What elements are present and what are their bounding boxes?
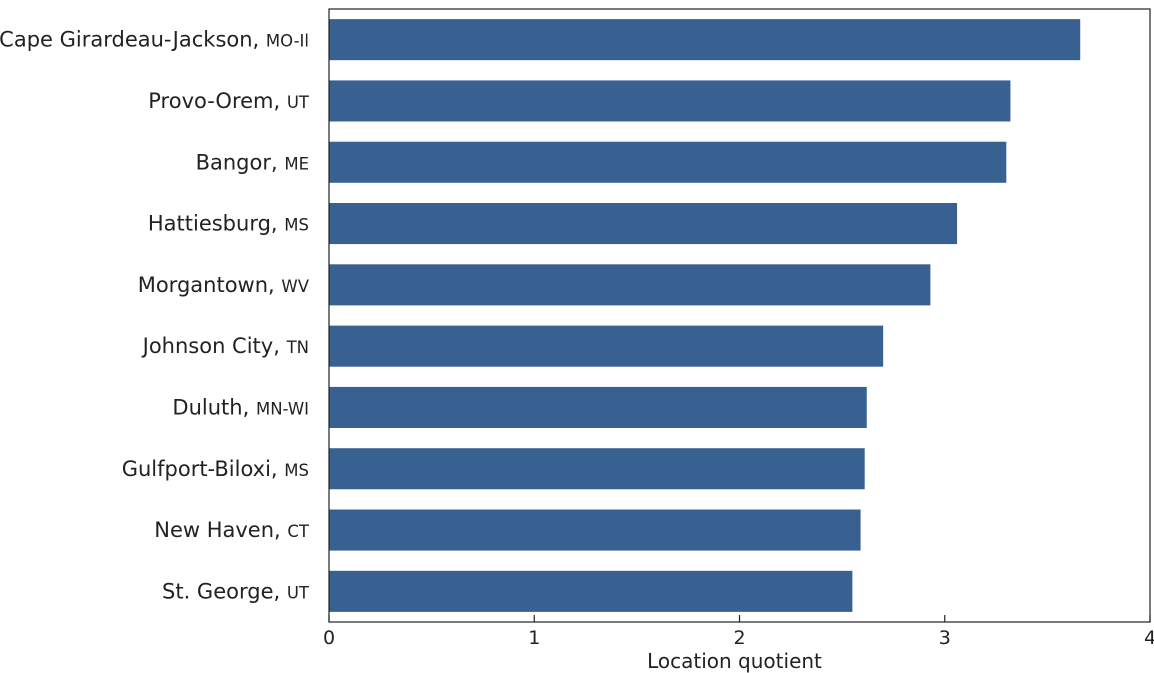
category-state: ME <box>284 154 309 173</box>
category-label: Gulfport-Biloxi, MS <box>122 457 309 481</box>
category-label: New Haven, CT <box>154 518 310 542</box>
bar <box>329 570 853 612</box>
category-name: Cape Girardeau-Jackson, <box>0 28 266 52</box>
x-tick-label: 1 <box>528 627 540 649</box>
category-state: WV <box>281 277 309 296</box>
category-name: Gulfport-Biloxi, <box>122 457 285 481</box>
category-name: Morgantown, <box>138 273 282 297</box>
category-labels: Cape Girardeau-Jackson, MO-Il Provo-Orem,… <box>0 28 310 604</box>
category-name: Provo-Orem, <box>148 89 287 113</box>
category-state: TN <box>286 338 309 357</box>
category-state: MO-Il <box>266 32 309 51</box>
category-state: MS <box>284 216 309 235</box>
category-state: UT <box>287 93 310 112</box>
bar <box>329 325 884 367</box>
category-label: Cape Girardeau-Jackson, MO-Il <box>0 28 309 52</box>
x-tick-label: 2 <box>733 627 745 649</box>
category-label: St. George, UT <box>162 579 310 603</box>
x-axis-title: Location quotient <box>647 649 822 673</box>
category-state: MN-WI <box>256 399 309 418</box>
x-tick-label: 0 <box>323 627 335 649</box>
bar <box>329 80 1011 122</box>
category-state: UT <box>287 583 310 602</box>
category-state: CT <box>287 522 310 541</box>
bar <box>329 509 861 551</box>
category-name: Bangor, <box>196 150 285 174</box>
x-axis-ticks: 0 1 2 3 4 <box>323 615 1154 649</box>
category-label: Duluth, MN-WI <box>172 395 309 419</box>
category-label: Hattiesburg, MS <box>148 212 309 236</box>
bar <box>329 203 958 245</box>
bars-group <box>329 19 1081 612</box>
bar <box>329 386 867 428</box>
x-tick-label: 4 <box>1144 627 1154 649</box>
category-state: MS <box>284 461 309 480</box>
bar <box>329 141 1007 183</box>
category-label: Provo-Orem, UT <box>148 89 310 113</box>
x-tick-label: 3 <box>939 627 951 649</box>
category-label: Morgantown, WV <box>138 273 310 297</box>
category-name: St. George, <box>162 579 287 603</box>
category-name: Duluth, <box>172 395 256 419</box>
category-label: Johnson City, TN <box>141 334 309 358</box>
category-name: New Haven, <box>154 518 287 542</box>
category-name: Hattiesburg, <box>148 212 284 236</box>
category-name: Johnson City, <box>141 334 287 358</box>
bar <box>329 448 865 490</box>
category-label: Bangor, ME <box>196 150 309 174</box>
bar <box>329 264 931 306</box>
bar <box>329 19 1081 61</box>
